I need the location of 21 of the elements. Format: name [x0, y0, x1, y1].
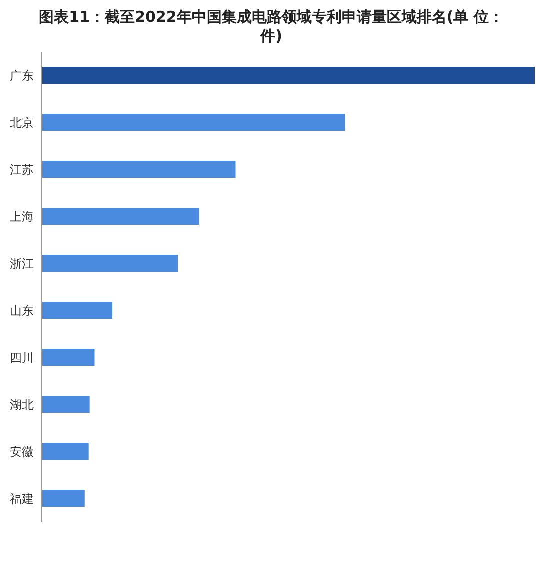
y-tick-label: 安徽 — [10, 444, 34, 459]
chart-title: 图表11：截至2022年中国集成电路领域专利申请量区域排名(单 位：件) — [38, 8, 505, 47]
y-tick-label: 湖北 — [10, 398, 34, 412]
bar — [42, 114, 346, 131]
bar — [42, 67, 535, 84]
y-tick-label: 福建 — [10, 492, 34, 506]
y-tick-label: 四川 — [10, 350, 34, 365]
bar — [42, 396, 90, 413]
bar — [42, 490, 85, 507]
y-tick-label: 浙江 — [10, 256, 34, 271]
bar — [42, 161, 236, 178]
bar — [42, 302, 112, 319]
bar — [42, 443, 89, 460]
y-tick-label: 山东 — [10, 304, 34, 318]
y-tick-label: 江苏 — [10, 162, 34, 177]
y-tick-label: 北京 — [10, 116, 34, 130]
bar — [42, 349, 95, 366]
y-tick-label: 广东 — [10, 68, 34, 83]
y-tick-label: 上海 — [10, 210, 34, 224]
bar — [42, 255, 178, 272]
bar — [42, 208, 200, 225]
